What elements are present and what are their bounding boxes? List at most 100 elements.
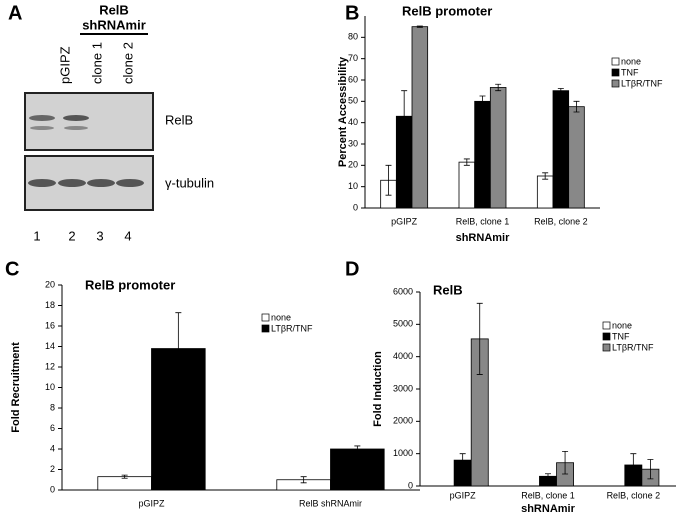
lane-number: 4 [124, 228, 131, 243]
y-tick-label: 5000 [393, 319, 413, 329]
y-tick-label: 50 [348, 96, 358, 106]
y-tick-label: 1000 [393, 448, 413, 458]
band [30, 126, 54, 130]
y-tick-label: 0 [408, 480, 413, 490]
band [64, 126, 88, 130]
legend-swatch [611, 79, 620, 88]
error-bar [562, 451, 569, 475]
legend-label: none [612, 320, 632, 330]
panel-letter: C [5, 258, 19, 280]
error-bar [573, 100, 580, 113]
y-tick-label: 8 [50, 402, 55, 412]
bar [474, 100, 491, 209]
y-tick-label: 4000 [393, 351, 413, 361]
lane-label: clone 2 [120, 42, 135, 84]
x-tick-label: RelB shRNAmir [299, 498, 362, 508]
x-axis-label: shRNAmir [456, 232, 511, 244]
legend-label: TNF [621, 67, 639, 77]
legend-swatch [611, 57, 620, 66]
bar [536, 175, 554, 209]
lane-number: 1 [33, 228, 40, 243]
bar [411, 26, 429, 209]
x-tick-label: pGIPZ [138, 498, 165, 508]
y-tick-label: 30 [348, 138, 358, 148]
y-axis-label: Percent Accessibility [337, 56, 349, 167]
x-axis-label: shRNAmir [521, 503, 576, 515]
y-tick-label: 40 [348, 117, 358, 127]
legend-label: none [271, 312, 291, 322]
band [28, 179, 56, 187]
y-tick-label: 80 [348, 32, 358, 42]
y-tick-label: 60 [348, 74, 358, 84]
chart-title: RelB promoter [85, 277, 175, 292]
x-tick-label: RelB, clone 2 [534, 216, 588, 226]
row-label: RelB [165, 112, 193, 127]
error-bar [354, 445, 361, 453]
y-tick-label: 4 [50, 443, 55, 453]
x-tick-label: RelB, clone 1 [521, 490, 575, 500]
y-tick-label: 20 [348, 160, 358, 170]
lane-number: 3 [96, 228, 103, 243]
error-bar [479, 95, 486, 108]
legend-swatch [602, 343, 611, 352]
y-tick-label: 18 [45, 300, 55, 310]
chart-title: RelB [433, 282, 463, 297]
blot-image [24, 92, 154, 151]
error-bar [495, 83, 502, 92]
error-bar [416, 25, 423, 28]
error-bar [175, 312, 182, 385]
error-bar [545, 473, 551, 480]
error-bar [459, 453, 466, 467]
bar [552, 90, 570, 209]
bar [489, 87, 507, 209]
legend-swatch [261, 313, 270, 322]
legend-swatch [602, 332, 611, 341]
x-tick-label: pGIPZ [450, 490, 477, 500]
y-tick-label: 20 [45, 279, 55, 289]
lane-label: clone 1 [89, 42, 104, 84]
row-label: γ-tubulin [165, 175, 214, 190]
y-tick-label: 16 [45, 320, 55, 330]
y-tick-label: 70 [348, 53, 358, 63]
legend-label: TNF [612, 331, 630, 341]
y-tick-label: 6000 [393, 286, 413, 296]
bar [97, 476, 152, 491]
error-bar [647, 459, 654, 480]
legend-swatch [602, 321, 611, 330]
y-tick-label: 12 [45, 361, 55, 371]
error-bar [476, 302, 483, 375]
error-bar [300, 476, 307, 484]
y-tick-label: 0 [353, 202, 358, 212]
band [63, 115, 89, 121]
group-title: RelB [99, 2, 129, 17]
panel-letter: D [345, 258, 359, 280]
legend-label: LTβR/TNF [271, 323, 313, 333]
band [58, 179, 86, 187]
legend-label: LTβR/TNF [621, 78, 663, 88]
y-tick-label: 14 [45, 341, 55, 351]
x-tick-label: RelB, clone 1 [456, 216, 510, 226]
chart-title: RelB promoter [402, 3, 492, 18]
legend-swatch [261, 324, 270, 333]
legend-label: LTβR/TNF [612, 342, 654, 352]
error-bar [557, 88, 564, 94]
lane-number: 2 [68, 228, 75, 243]
legend-swatch [611, 68, 620, 77]
error-bar [121, 474, 128, 479]
y-tick-label: 6 [50, 423, 55, 433]
x-tick-label: pGIPZ [391, 216, 418, 226]
error-bar [630, 453, 637, 477]
lane-label: pGIPZ [57, 46, 72, 84]
bar [330, 448, 385, 491]
legend-label: none [621, 56, 641, 66]
error-bar [463, 158, 470, 166]
y-axis-label: Fold Recruitment [10, 342, 22, 433]
y-axis-label: Fold Induction [372, 351, 384, 427]
panel-letter: B [345, 2, 359, 24]
x-tick-label: RelB, clone 2 [607, 490, 661, 500]
y-tick-label: 10 [348, 181, 358, 191]
error-bar [385, 164, 392, 196]
y-tick-label: 2000 [393, 416, 413, 426]
bar [458, 161, 476, 209]
